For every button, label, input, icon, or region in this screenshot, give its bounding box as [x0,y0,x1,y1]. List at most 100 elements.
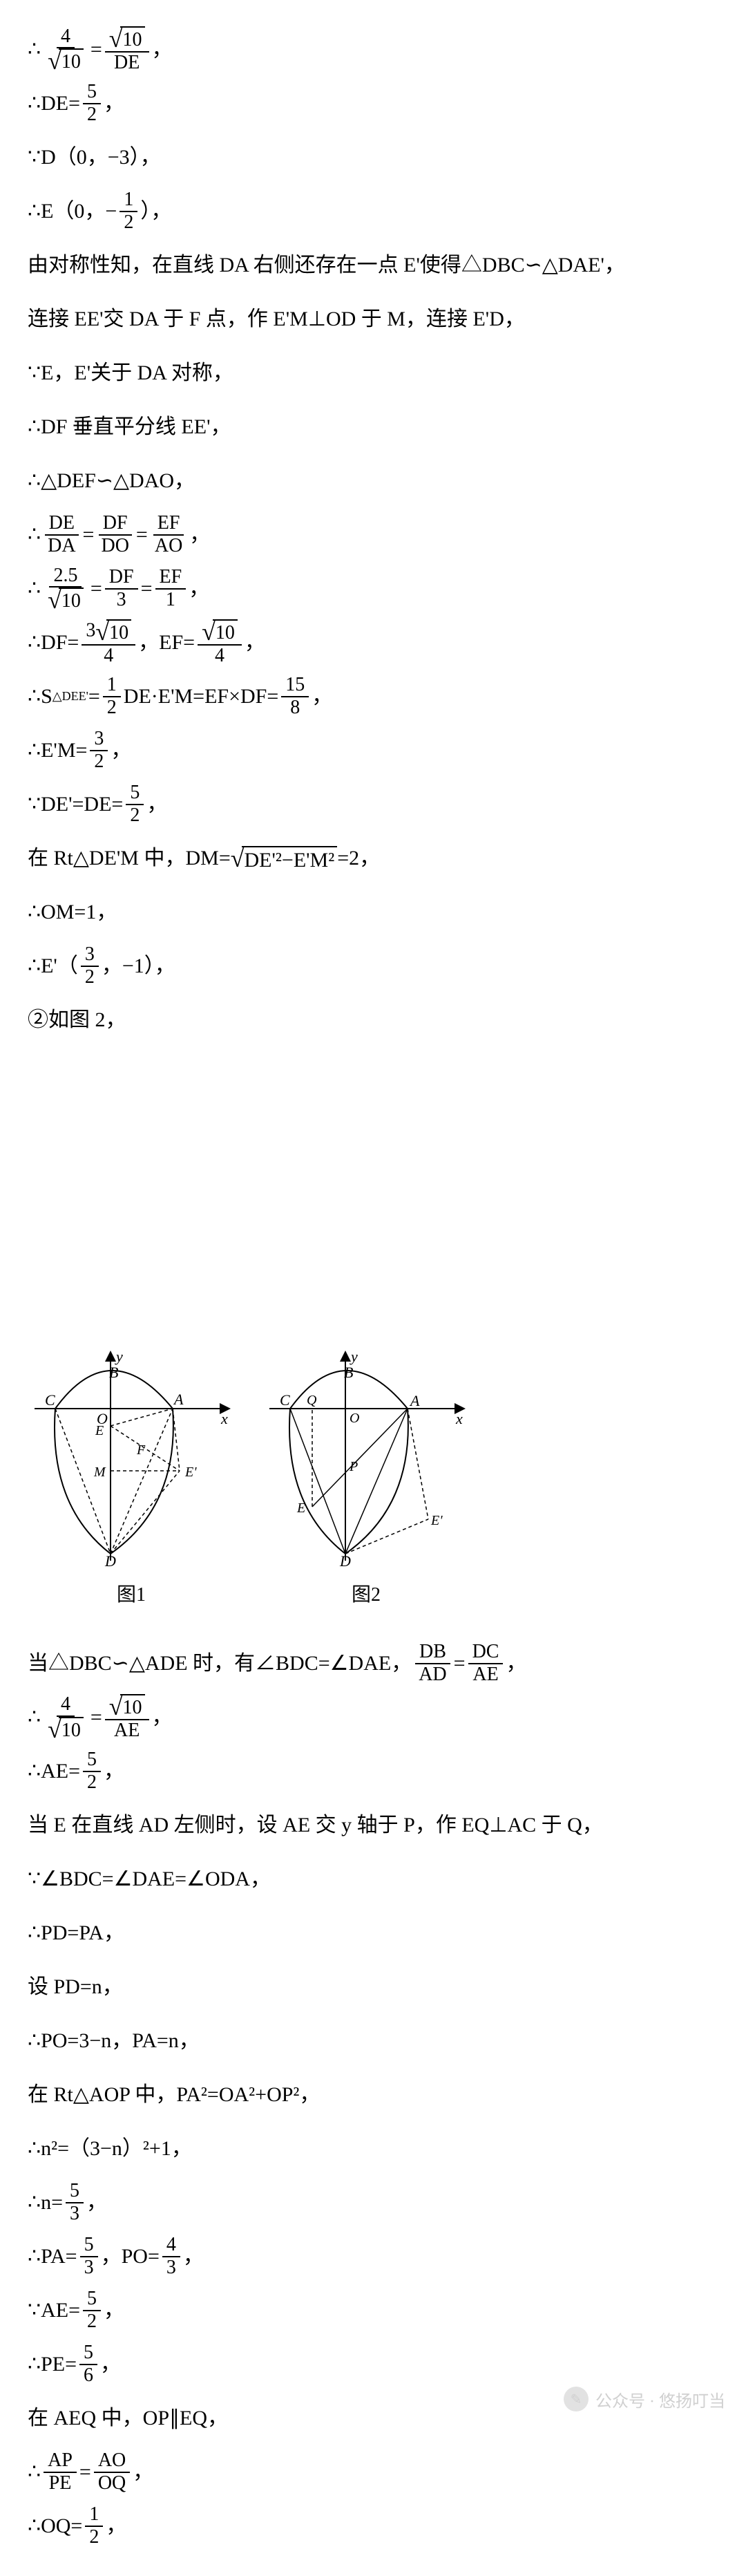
sqrt: √DE'²−E'M² [231,846,337,871]
text: ， [104,2286,124,2335]
text: = [90,1693,102,1742]
line-8: ∴DF 垂直平分线 EE'， [28,402,718,452]
text: ∴E'M= [28,726,87,775]
text: 设 PD=n， [28,1962,123,2012]
fraction: 56 [79,2342,97,2387]
text: ， [86,2178,107,2228]
fraction: 53 [66,2181,84,2225]
line-15: ∵DE'=DE= 52 ， [28,780,718,829]
point-Ep: E' [430,1513,443,1528]
text: ， [312,672,332,722]
fraction: 3√10 4 [82,619,135,667]
figure-2-svg: y x B C Q O A P E D E' [262,1346,470,1568]
point-B: B [109,1364,118,1381]
line-12: ∴DF= 3√10 4 ，EF= √10 4 ， [28,618,718,668]
line-28: 在 Rt△AOP 中，PA²=OA²+OP²， [28,2070,718,2120]
text: 当△DBC∽△ADE 时，有∠BDC=∠DAE， [28,1639,412,1689]
text: ∴ [28,1693,41,1742]
line-33: ∴PE= 56 ， [28,2340,718,2389]
line-32: ∵AE= 52 ， [28,2286,718,2335]
line-5: 由对称性知，在直线 DA 右侧还存在一点 E'使得△DBC∽△DAE'， [28,241,718,290]
line-29: ∴n²=（3−n）²+1， [28,2124,718,2174]
point-D: D [339,1552,351,1568]
text: = [88,672,100,722]
point-F: F [136,1442,146,1458]
fraction: 32 [90,728,108,773]
figure-2-box: y x B C Q O A P E D E' 图2 [262,1346,470,1618]
fraction: 32 [81,944,99,988]
line-36: ∴OQ= 12 ， [28,2501,718,2551]
point-E: E [296,1501,305,1516]
point-D: D [104,1552,116,1568]
text: ∵E，E'关于 DA 对称， [28,348,233,398]
text: ， [104,1747,124,1796]
text: = [90,564,102,614]
sqrt: √10 [109,26,145,51]
fraction: 158 [281,675,309,719]
text: ∴△DEF∽△DAO， [28,456,195,506]
axis-y-label: y [350,1348,358,1365]
line-3: ∵D（0，−3）， [28,133,718,182]
text: ∴ [28,2447,41,2497]
point-A: A [409,1392,420,1409]
fraction: 4 √10 [44,1694,88,1742]
text: ， [152,25,173,75]
fraction: 12 [103,675,121,719]
fraction: DBAD [414,1642,450,1686]
text: ∴OM=1， [28,887,117,937]
text: 在 AEQ 中，OP∥EQ， [28,2394,228,2443]
text: ∴DF 垂直平分线 EE'， [28,402,231,452]
axis-x-label: x [455,1410,463,1427]
text: ， [152,1693,173,1742]
point-Ep: E' [184,1465,197,1480]
sqrt: √10 [48,587,84,612]
text: = [79,2447,91,2497]
text: ∵∠BDC=∠DAE=∠ODA， [28,1854,271,1904]
text: 在 Rt△AOP 中，PA²=OA²+OP²， [28,2070,320,2120]
fraction: 53 [80,2235,98,2279]
point-Q: Q [307,1393,317,1408]
text: = [454,1639,466,1689]
line-30: ∴n= 53 ， [28,2178,718,2228]
sqrt: √10 [202,619,238,644]
text: ∴ [28,25,41,75]
text: ，EF= [138,618,195,668]
line-7: ∵E，E'关于 DA 对称， [28,348,718,398]
text: ∴PO=3−n，PA=n， [28,2016,200,2066]
fraction: √10 DE [105,26,149,74]
spacer [28,1049,718,1326]
text: DE·E'M=EF×DF= [124,672,279,722]
watermark: ✎ 公众号 · 悠扬叮当 [564,2387,725,2412]
line-6: 连接 EE'交 DA 于 F 点，作 E'M⊥OD 于 M，连接 E'D， [28,294,718,344]
text: ， [189,564,209,614]
text: ∴PD=PA， [28,1908,124,1958]
text: ②如图 2， [28,995,126,1045]
line-16: 在 Rt△DE'M 中，DM= √DE'²−E'M² =2， [28,834,718,883]
text: ∴PE= [28,2340,77,2389]
text: = [136,510,148,560]
line-22: ∴AE= 52 ， [28,1747,718,1796]
point-P: P [349,1459,358,1474]
line-17: ∴OM=1， [28,887,718,937]
text: ， [245,618,265,668]
text: =2， [337,834,380,883]
text: ， [146,780,167,829]
point-A: A [173,1391,184,1408]
text: ，−1）， [102,941,175,991]
text: ， [106,2501,126,2551]
text: ， [104,79,124,129]
text: ∵D（0，−3）， [28,133,161,182]
fraction: √10 AE [105,1694,149,1742]
fraction: APPE [44,2450,77,2494]
line-25: ∴PD=PA， [28,1908,718,1958]
point-O: O [350,1411,359,1426]
fraction: 12 [119,189,137,234]
text: = [83,510,95,560]
line-20: 当△DBC∽△ADE 时，有∠BDC=∠DAE， DBAD = DCAE ， [28,1639,718,1689]
point-C: C [280,1391,290,1409]
point-B: B [344,1364,353,1381]
text: = [90,25,102,75]
line-35: ∴ APPE = AOOQ ， [28,2447,718,2497]
text: ∴n²=（3−n）²+1， [28,2124,192,2174]
text: 连接 EE'交 DA 于 F 点，作 E'M⊥OD 于 M，连接 E'D， [28,294,525,344]
